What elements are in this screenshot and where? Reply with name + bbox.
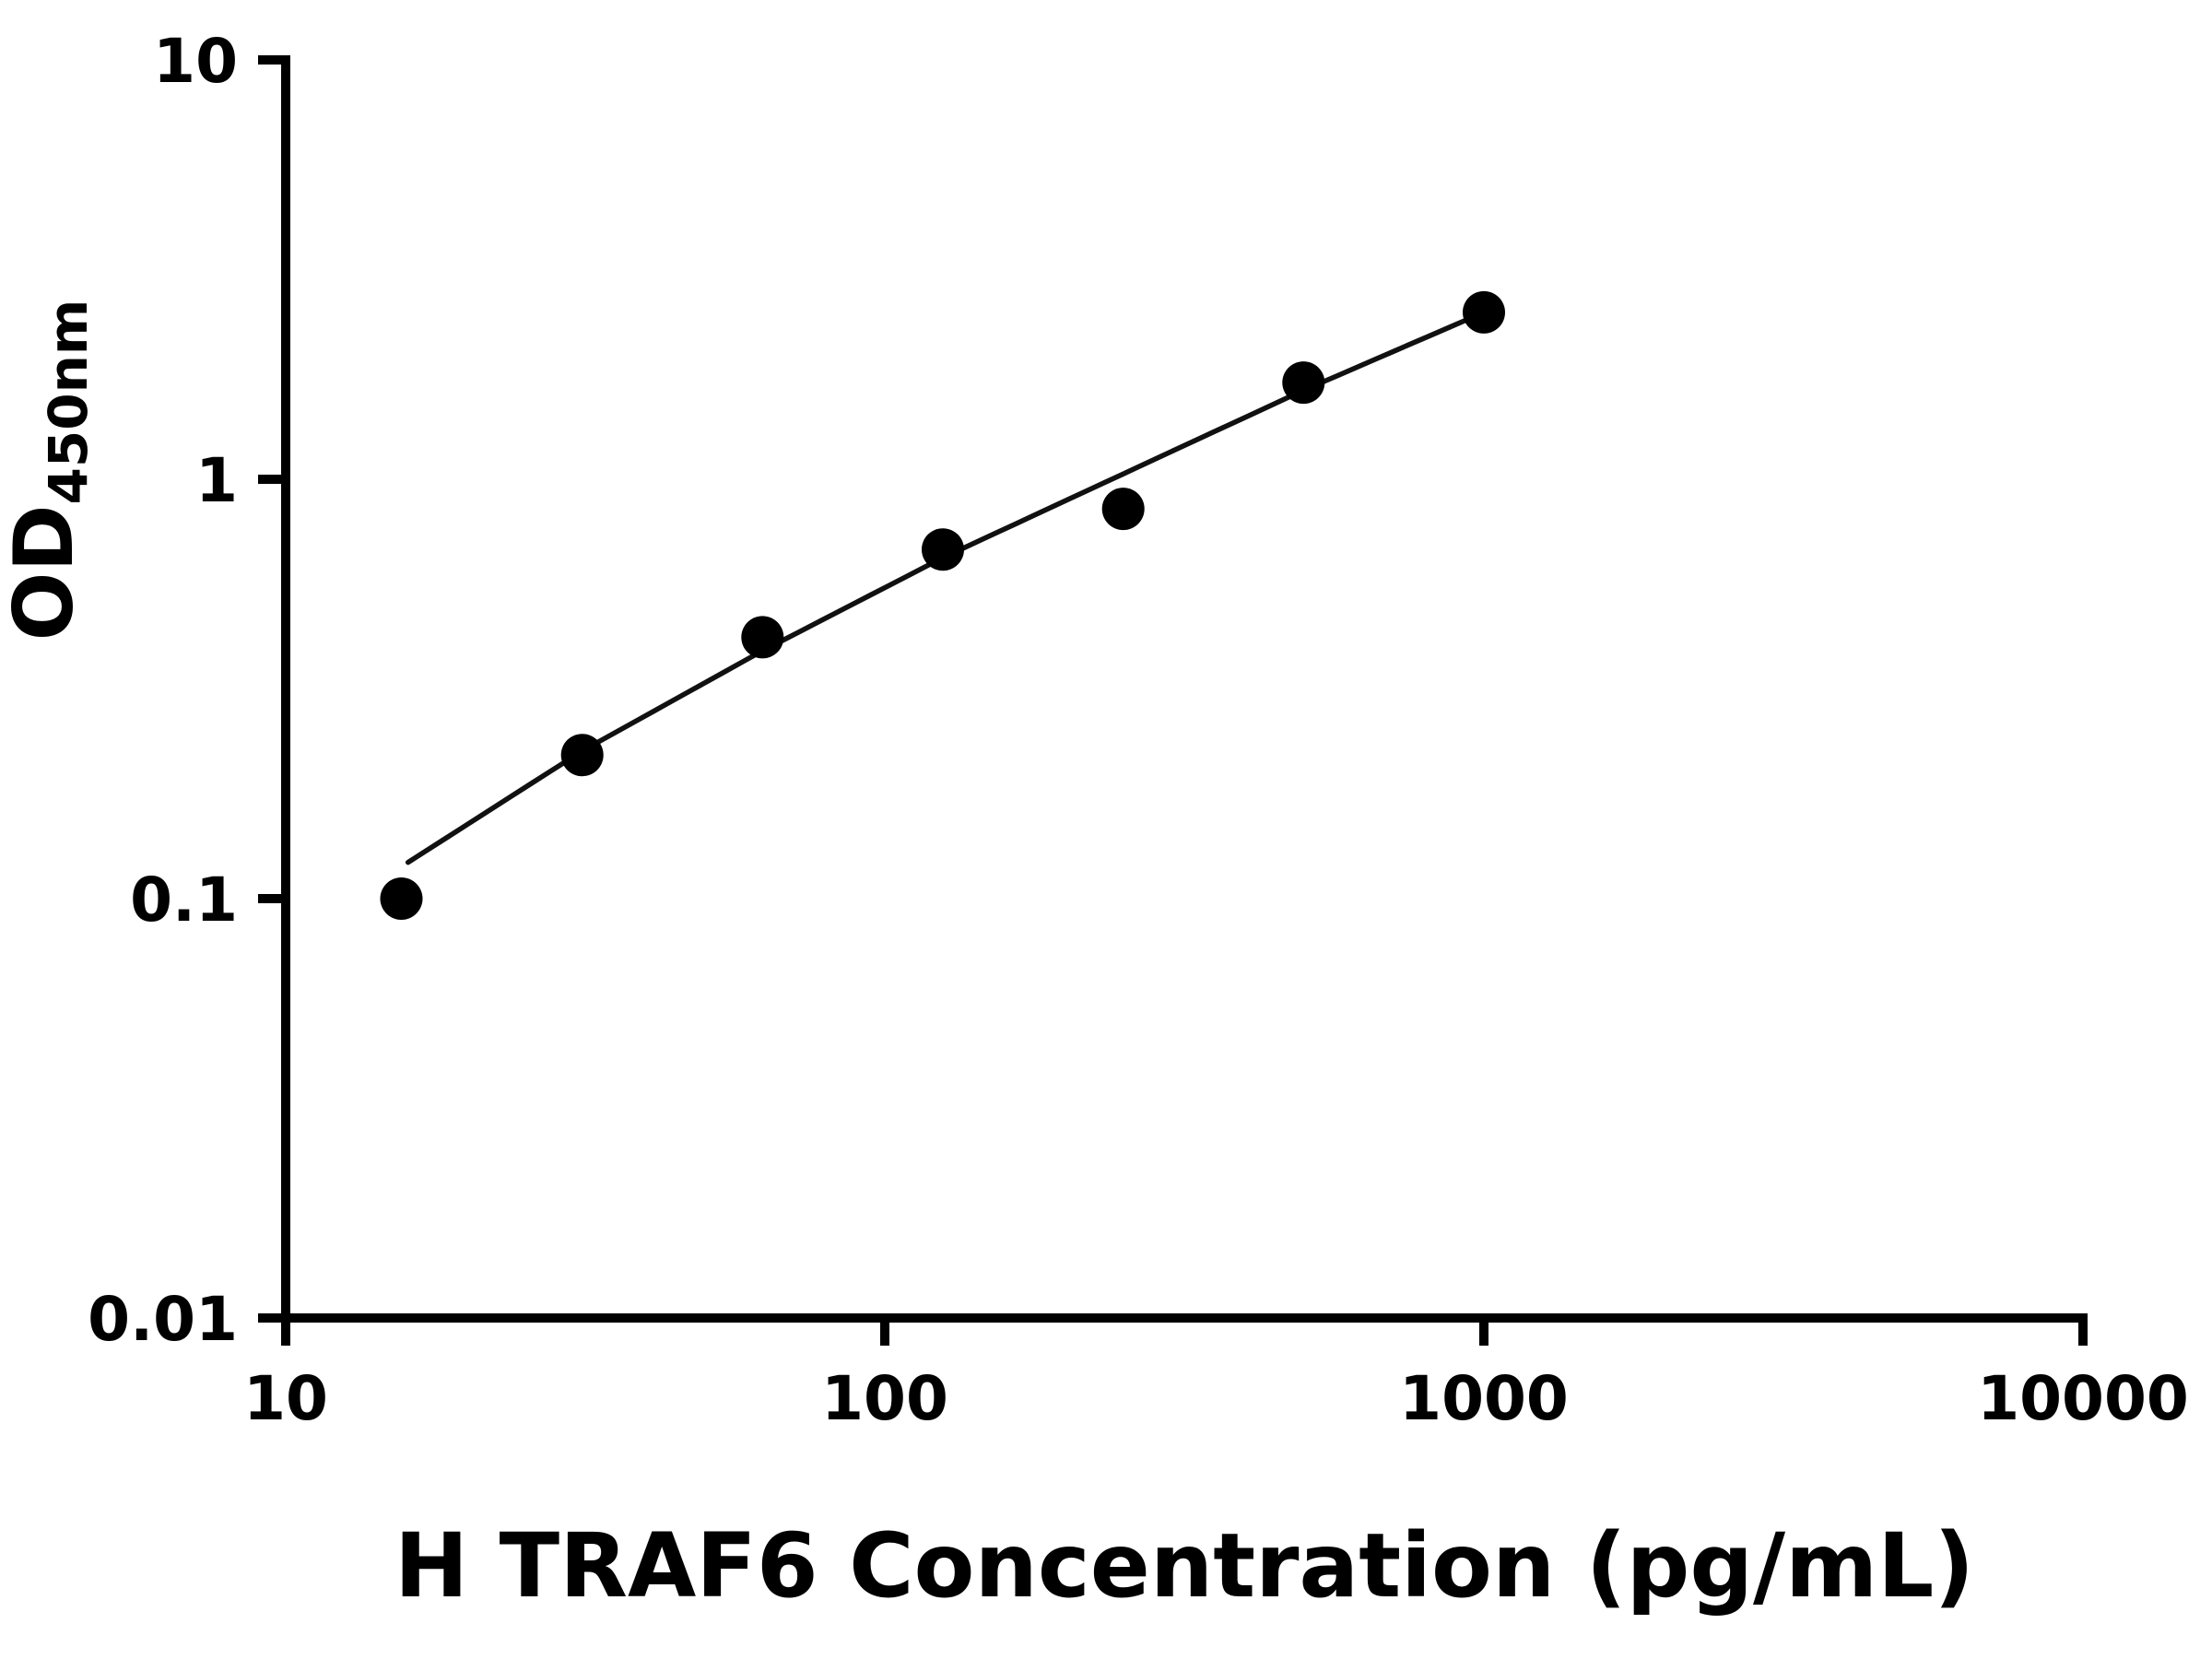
y-tick-label: 1 <box>195 445 238 516</box>
x-tick-label: 10 <box>243 1363 328 1434</box>
x-tick-label: 1000 <box>1399 1363 1569 1434</box>
data-point <box>1282 361 1325 405</box>
data-point <box>1463 290 1505 334</box>
data-point <box>380 877 423 920</box>
fit-curve-line <box>405 310 1487 865</box>
x-axis-title: H TRAF6 Concentration (pg/mL) <box>394 1514 1974 1618</box>
y-axis-title-main: OD <box>0 504 91 641</box>
y-axis-title: OD450nm <box>0 300 100 641</box>
axes-group: 0.01 0.1 1 10 10 100 1000 10000 <box>88 26 2189 1434</box>
y-tick-label: 0.1 <box>130 865 238 935</box>
x-tick-label: 100 <box>821 1363 948 1434</box>
x-tick-label: 10000 <box>1977 1363 2189 1434</box>
y-axis-title-subscript: 450nm <box>37 300 100 505</box>
axis-spines <box>281 55 2088 1323</box>
data-point <box>1101 488 1145 531</box>
y-tick-label: 0.01 <box>88 1284 238 1355</box>
data-point <box>560 734 604 777</box>
y-tick-label: 10 <box>153 26 238 97</box>
data-point <box>922 528 964 571</box>
fit-line-group <box>405 310 1487 865</box>
data-point <box>741 616 784 659</box>
points-group <box>380 290 1505 920</box>
